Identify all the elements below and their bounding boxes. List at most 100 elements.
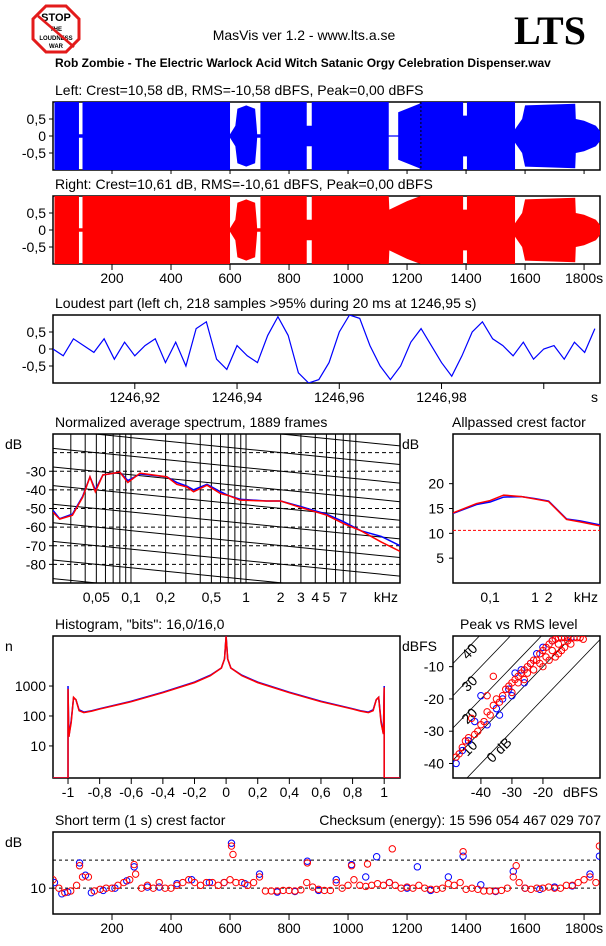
data-point-right: [529, 666, 538, 674]
x-tick-label: 400: [159, 270, 183, 286]
data-point-right: [489, 701, 498, 710]
y-tick-label: 0: [38, 222, 46, 238]
x-tick-label: 0,5: [202, 589, 222, 605]
data-point-right: [444, 879, 453, 888]
brand-logo-lts: LTS: [514, 8, 586, 53]
x-tick-label: 200: [100, 920, 124, 936]
data-point-right: [362, 882, 370, 891]
data-point-right: [137, 884, 146, 892]
logo-slash: [37, 15, 75, 48]
y-tick-label: 10: [428, 525, 444, 541]
y-tick-label: 20: [428, 476, 444, 492]
x-tick-label: 2: [277, 589, 285, 605]
data-point-right: [464, 733, 473, 742]
y-tick-label: 10: [30, 738, 46, 754]
y-tick-label: -20: [424, 691, 444, 707]
x-unit-label: s: [591, 389, 598, 405]
data-point-right: [508, 688, 516, 697]
x-tick-label: 4: [311, 589, 319, 605]
y-tick-label: -30: [424, 723, 444, 739]
y-axis-label: dB: [5, 834, 22, 850]
x-tick-label: 200: [100, 270, 124, 286]
x-tick-label: 0,8: [343, 784, 363, 800]
data-point-right: [67, 887, 75, 895]
data-point-right: [332, 878, 340, 887]
data-point-right: [474, 727, 482, 735]
data-point-right: [527, 885, 535, 893]
plot-frame: [452, 433, 601, 584]
data-point-right: [356, 881, 364, 890]
data-point-right: [512, 861, 520, 870]
stop-loudness-war-logo: STOP THE LOUDNESS WAR: [31, 4, 81, 54]
y-tick-label: 0: [38, 341, 46, 357]
series-line-right: [53, 636, 400, 778]
y-axis-label: dB: [402, 436, 419, 452]
data-point-right: [143, 881, 152, 890]
data-point-right: [586, 873, 594, 881]
x-tick-label: 1400: [450, 920, 481, 936]
y-axis-label: dB: [5, 436, 22, 452]
plots: Left: Crest=10,58 dB, RMS=-10,58 dBFS, P…: [5, 82, 603, 936]
data-point-right: [297, 886, 305, 894]
data-point-right: [438, 884, 447, 892]
data-point-right: [503, 884, 512, 892]
x-tick-label: 1600: [509, 270, 540, 286]
data-point-right: [574, 878, 582, 887]
x-tick-label: -40: [471, 784, 491, 800]
data-point-right: [238, 878, 246, 887]
data-point-left: [205, 878, 214, 887]
x-tick-label: 0,2: [156, 589, 176, 605]
x-tick-label: 1200: [391, 920, 422, 936]
grid-line-slope: [275, 434, 400, 447]
data-point-right: [131, 870, 140, 878]
data-point-right: [363, 860, 372, 868]
x-tick-label: 1246,96: [314, 389, 365, 405]
x-tick-label: 1: [531, 589, 539, 605]
y-axis-label: dBFS: [402, 638, 437, 654]
data-point-right: [255, 873, 264, 881]
crest-line: [453, 636, 542, 729]
plot-area: [53, 839, 600, 898]
data-point-right: [155, 878, 163, 887]
logo-text-stop: STOP: [41, 12, 71, 24]
y-tick-label: -50: [26, 501, 46, 517]
grid-line-slope: [53, 447, 400, 484]
data-point-right: [495, 698, 504, 706]
series-line-right: [453, 494, 600, 527]
crest-line: [466, 638, 600, 778]
y-axis-label: n: [5, 638, 13, 654]
crest-line: [453, 636, 480, 665]
data-point-right: [545, 656, 553, 664]
x-tick-label: 1600: [509, 920, 540, 936]
x-tick-label: -0,8: [88, 784, 112, 800]
y-tick-label: 100: [23, 708, 47, 724]
data-point-right: [344, 881, 352, 890]
series-line-right: [53, 471, 400, 553]
data-point-right: [567, 640, 575, 648]
data-point-right: [539, 662, 547, 671]
data-point-right: [529, 656, 538, 664]
x-tick-label: 800: [277, 270, 301, 286]
data-point-right: [303, 878, 311, 887]
x-tick-label: 0: [222, 784, 230, 800]
x-tick-label: 1000: [332, 920, 363, 936]
data-point-right: [114, 881, 122, 890]
data-point-right: [244, 881, 252, 890]
data-point-right: [303, 859, 312, 867]
data-point-right: [75, 861, 84, 870]
x-tick-label: -30: [502, 784, 522, 800]
grid-line-slope: [53, 485, 400, 521]
y-tick-label: -10: [424, 659, 444, 675]
data-point-right: [579, 636, 587, 643]
data-point-right: [480, 717, 488, 726]
x-tick-label: 1400: [450, 270, 481, 286]
x-tick-label: 1200: [391, 270, 422, 286]
x-tick-label: 1246,98: [416, 389, 467, 405]
y-tick-label: -60: [26, 519, 46, 535]
plot-area: [53, 434, 400, 583]
data-point-right: [53, 876, 57, 884]
data-point-left: [130, 863, 138, 871]
data-point-right: [498, 692, 507, 700]
y-tick-label: -80: [26, 556, 46, 572]
chart-title: Right: Crest=10,61 dB, RMS=-10,61 dBFS, …: [55, 176, 433, 192]
